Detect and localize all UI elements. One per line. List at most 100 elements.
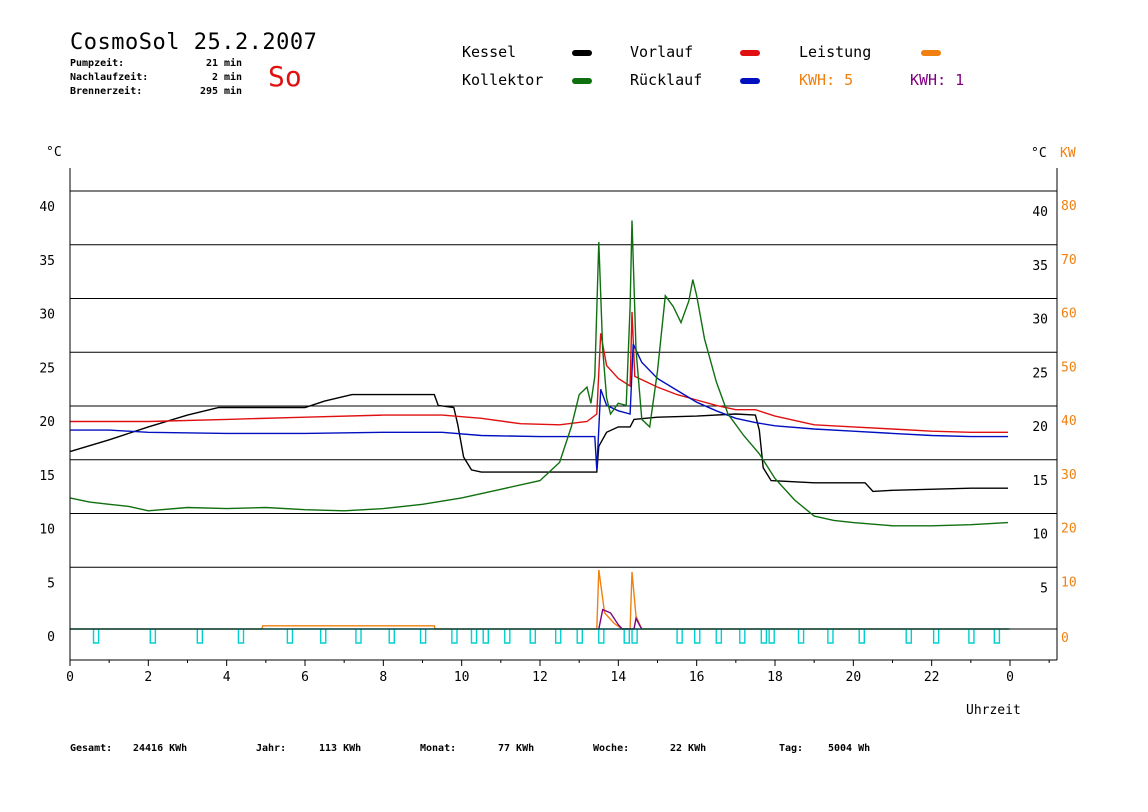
legend-kollektor-swatch [572, 78, 592, 84]
x-tick-label: 8 [379, 670, 387, 685]
pump-pulse [694, 629, 701, 644]
legend-kwh-purple: KWH: 1 [910, 71, 965, 89]
right-y-tick-label-c: 20 [1032, 420, 1048, 435]
pump-pulse [623, 629, 630, 644]
info-pumpzeit: Pumpzeit: 21 min [70, 58, 242, 69]
left-y-tick-label: 0 [47, 630, 55, 645]
info-pumpzeit-unit: min [224, 58, 243, 69]
legend-kessel-swatch [572, 50, 592, 56]
left-y-tick-label: 5 [47, 576, 55, 591]
pump-pulse [286, 629, 294, 644]
pump-pulse [482, 629, 489, 644]
pump-pulse [355, 629, 362, 644]
info-nachlaufzeit-label: Nachlaufzeit: [70, 72, 149, 83]
weekday-label: So [268, 60, 302, 93]
left-y-tick-label: 15 [39, 469, 55, 484]
right-y-tick-label-c: 30 [1032, 313, 1048, 328]
series-line-kollektor [69, 220, 1009, 527]
info-nachlaufzeit-unit: min [224, 72, 243, 83]
pump-pulse [968, 629, 975, 644]
footer-tag-label: Tag: [779, 743, 804, 754]
pump-pulse [827, 629, 834, 644]
right-y-tick-label-kw: 30 [1061, 468, 1077, 483]
legend-ruecklauf-swatch [740, 78, 760, 84]
x-tick-label: 2 [144, 670, 152, 685]
x-tick-label: 6 [301, 670, 309, 685]
info-nachlaufzeit-value: 2 [211, 72, 218, 83]
info-brennerzeit-value: 295 [199, 86, 218, 97]
series-line-rcklauf [70, 343, 1008, 470]
legend-leistung-swatch [921, 50, 941, 56]
x-tick-label: 16 [689, 670, 705, 685]
pump-pulse [149, 629, 157, 644]
x-tick-label: 18 [767, 670, 783, 685]
pump-pulse [92, 629, 100, 644]
right-y-tick-label-kw: 20 [1061, 522, 1077, 537]
pump-pulse [529, 629, 536, 644]
x-tick-label: 22 [924, 670, 940, 685]
pump-pulse [598, 629, 605, 644]
series-line-leistung [70, 569, 1008, 630]
pump-pulse [419, 629, 427, 644]
right-y-tick-label-kw: 80 [1061, 199, 1077, 214]
pump-pulse [388, 629, 395, 644]
x-tick-label: 0 [1006, 670, 1014, 685]
x-axis-label: Uhrzeit [966, 703, 1021, 718]
footer-woche-label: Woche: [593, 743, 630, 754]
pump-pulse [576, 629, 583, 644]
right-y-tick-label-kw: 10 [1061, 575, 1077, 590]
right-y-tick-label-c: 35 [1032, 259, 1048, 274]
pump-pulse [504, 629, 511, 644]
pump-pulse [858, 629, 865, 644]
right-y-tick-label-c: 15 [1032, 474, 1048, 489]
left-y-tick-label: 10 [39, 523, 55, 538]
legend-vorlauf-swatch [740, 50, 760, 56]
info-brennerzeit: Brennerzeit: 295 min [70, 86, 242, 97]
right-y-tick-label-c: 25 [1032, 366, 1048, 381]
x-tick-label: 10 [454, 670, 470, 685]
left-axis-unit: °C [46, 145, 62, 160]
right-y-tick-label-c: 5 [1040, 581, 1048, 596]
pump-pulse [319, 629, 327, 644]
x-tick-label: 4 [223, 670, 231, 685]
footer-gesamt-label: Gesamt: [70, 743, 113, 754]
chart-grid [70, 190, 1057, 568]
info-pumpzeit-label: Pumpzeit: [70, 58, 125, 69]
footer-woche-value: 22 KWh [670, 743, 707, 754]
left-y-tick-label: 30 [39, 308, 55, 323]
chart-tick-labels: 0 2 4 6 8 10 12 14 16 18 20 22 0 0 5 10 15 20 25 30 35 40 5 10 1… [39, 199, 1076, 685]
left-y-tick-label: 40 [39, 200, 55, 215]
x-tick-label: 20 [846, 670, 862, 685]
footer-jahr-label: Jahr: [256, 743, 287, 754]
x-tick-label: 14 [611, 670, 627, 685]
pump-pulse [768, 629, 775, 644]
series-line-vorlauf [70, 311, 1008, 433]
pump-pulse [993, 629, 1001, 644]
chart-title: CosmoSol 25.2.2007 [70, 30, 318, 55]
x-tick-label: 0 [66, 670, 74, 685]
legend-vorlauf-label: Vorlauf [630, 43, 694, 61]
pump-pulse [739, 629, 746, 644]
right-y-tick-label-c: 10 [1032, 528, 1048, 543]
footer-monat-label: Monat: [420, 743, 457, 754]
pump-pulse [237, 629, 245, 644]
legend-kwh-orange: KWH: 5 [799, 71, 854, 89]
right-y-tick-label-kw: 0 [1061, 631, 1069, 646]
pump-pulse [554, 629, 562, 644]
pump-pulse [676, 629, 683, 644]
right-y-tick-label-kw: 60 [1061, 307, 1077, 322]
pump-pulse [932, 629, 940, 644]
pump-pulse [760, 629, 768, 644]
left-y-tick-label: 20 [39, 415, 55, 430]
pump-pulse [715, 629, 723, 644]
right-y-tick-label-c: 40 [1032, 205, 1048, 220]
footer-gesamt-value: 24416 KWh [133, 743, 188, 754]
info-brennerzeit-unit: min [224, 86, 243, 97]
legend-ruecklauf-label: Rücklauf [630, 71, 703, 89]
chart-axes [69, 168, 1058, 666]
pump-pulse [451, 629, 458, 644]
pump-pulse [797, 629, 805, 644]
right-y-tick-label-kw: 70 [1061, 253, 1077, 268]
